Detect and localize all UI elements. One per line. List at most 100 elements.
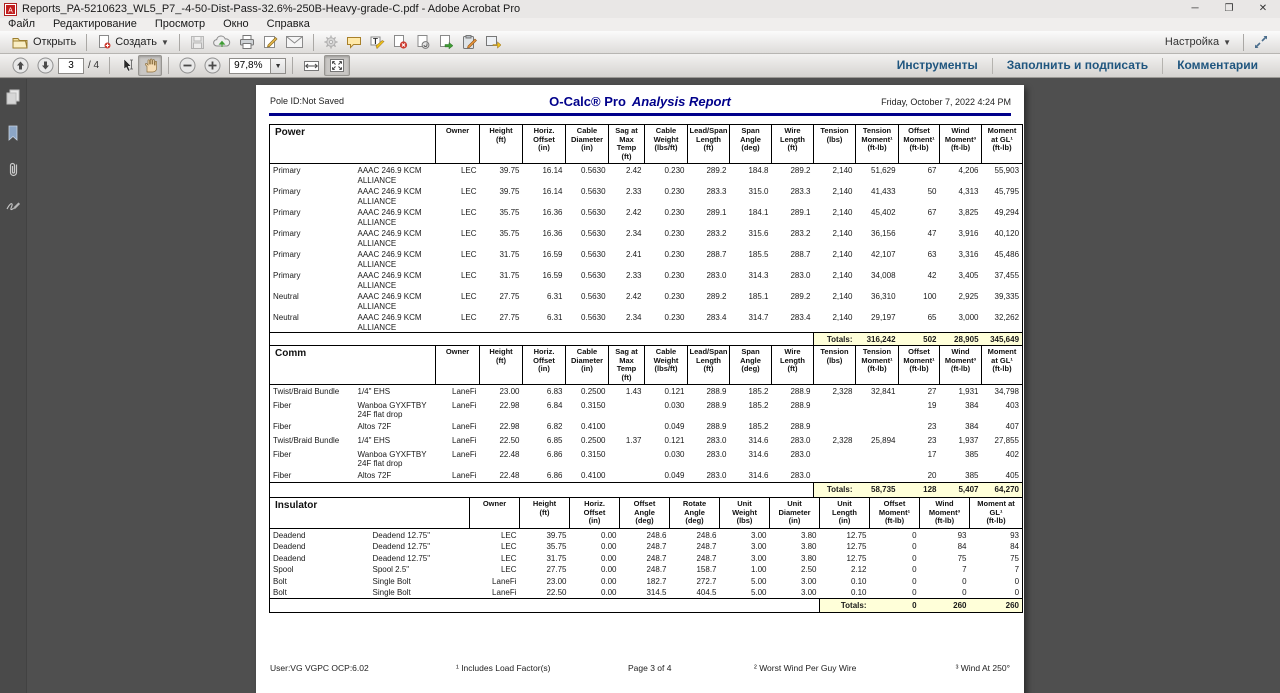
table-cell: 288.9 [790, 421, 811, 431]
table-cell: 6.83 [546, 387, 563, 396]
table-cell: 1.37 [625, 435, 642, 445]
print-icon [239, 35, 254, 49]
bookmarks-button[interactable] [3, 123, 23, 143]
table-cell [609, 469, 645, 483]
table-row: Neutral AAAC 246.9 KCM ALLIANCE LEC 27.75 6.… [270, 290, 1023, 311]
comment-button[interactable] [342, 34, 366, 51]
fullscreen-button[interactable] [1250, 33, 1272, 51]
table-row: Fiber Altos 72F LaneFi 22.48 6.86 0.4100 0.049… [270, 469, 1023, 483]
table-cell: 39.75 [499, 166, 520, 175]
table-cell: 283.0 [790, 271, 811, 280]
zoom-out-button[interactable] [175, 55, 200, 76]
page-thumbnails-icon [6, 89, 20, 104]
export-button[interactable] [435, 33, 458, 51]
page-thumbnails-button[interactable] [3, 87, 23, 107]
tab-tools[interactable]: Инструменты [896, 58, 978, 72]
main-toolbar: Открыть Создать ▼ T [0, 31, 1280, 54]
page-number-input[interactable] [58, 57, 84, 74]
share-button[interactable] [481, 33, 505, 51]
save-button[interactable] [186, 33, 209, 52]
attachments-panel-button[interactable] [3, 159, 23, 179]
window-title: Reports_PA-5210623_WL5_P7_-4-50-Dist-Pas… [22, 3, 521, 15]
table-cell: Bolt [273, 576, 287, 586]
table-cell: 3,316 [958, 250, 979, 259]
menu-view[interactable]: Просмотр [154, 18, 206, 30]
table-cell: 0.5630 [581, 271, 606, 280]
preferences-button[interactable] [320, 33, 342, 51]
signatures-panel-button[interactable] [3, 195, 23, 215]
create-button[interactable]: Создать ▼ [93, 33, 173, 51]
text-annotation-button[interactable]: T [366, 34, 389, 51]
delete-pages-button[interactable] [389, 33, 412, 51]
table-cell: 22.48 [499, 470, 520, 480]
sign-button[interactable] [259, 33, 282, 51]
tab-comments[interactable]: Комментарии [1177, 58, 1258, 72]
tab-fill-sign[interactable]: Заполнить и подписать [1006, 58, 1149, 72]
upload-cloud-button[interactable] [209, 33, 235, 51]
select-tool-button[interactable] [116, 56, 138, 75]
table-cell: 185.1 [748, 292, 769, 301]
table-cell: Fiber [273, 470, 292, 480]
table-cell: Primary [273, 229, 301, 238]
table-cell: Fiber [273, 421, 292, 431]
share-icon [485, 36, 501, 49]
table-cell: 384 [965, 400, 979, 410]
column-header: Horiz. Offset (in) [522, 345, 566, 385]
table-cell: 0 [912, 565, 917, 574]
table-row: Bolt Single Bolt LaneFi 22.50 0.00 314.5 404.5… [270, 586, 1023, 598]
column-header: Offset Moment¹ (ft-lb) [898, 124, 940, 164]
table-cell: 45,486 [994, 250, 1020, 259]
table-cell: Deadend [273, 542, 306, 551]
open-button[interactable]: Открыть [8, 34, 80, 51]
menu-window[interactable]: Окно [223, 18, 249, 30]
totals-value: 0 [869, 597, 920, 613]
open-label: Открыть [33, 36, 77, 48]
table-cell: 27.75 [499, 313, 520, 322]
attachments-button[interactable] [412, 33, 435, 51]
scrolling-mode-button[interactable] [299, 57, 324, 75]
separator [168, 57, 170, 74]
table-cell: 31.75 [499, 271, 520, 280]
table-row: Fiber Altos 72F LaneFi 22.98 6.82 0.4100 0.049… [270, 420, 1023, 434]
table-cell: 23 [927, 435, 937, 445]
table-cell: 3,405 [958, 271, 979, 280]
edit-document-button[interactable] [458, 33, 481, 51]
print-button[interactable] [235, 33, 259, 51]
zoom-dropdown-button[interactable]: ▼ [271, 57, 287, 74]
folder-open-icon [12, 37, 28, 48]
table-cell: 27 [927, 387, 937, 396]
table-cell: 0.00 [600, 530, 617, 540]
menu-file[interactable]: Файл [8, 18, 36, 30]
chevron-down-icon: ▼ [1223, 37, 1231, 47]
menu-edit[interactable]: Редактирование [53, 18, 137, 30]
table-cell: 16.59 [542, 250, 563, 259]
customize-button[interactable]: Настройка ▼ [1159, 36, 1237, 48]
close-button[interactable]: ✕ [1258, 3, 1268, 14]
zoom-level-input[interactable] [229, 57, 272, 74]
table-cell: 6.86 [546, 470, 563, 480]
fit-page-button[interactable] [324, 55, 351, 76]
menu-help[interactable]: Справка [266, 18, 310, 30]
maximize-button[interactable]: ❐ [1224, 3, 1234, 14]
separator [1162, 57, 1164, 74]
nav-toolbar: / 4 ▼ Инструменты Заполнить и подписать … [0, 54, 1280, 78]
previous-page-button[interactable] [8, 55, 33, 76]
table-cell: Spool 2.5" [372, 565, 410, 574]
table-cell: 16.14 [542, 166, 563, 175]
next-page-button[interactable] [33, 55, 58, 76]
table-cell: 314.5 [646, 588, 667, 597]
table-cell: 7 [962, 565, 967, 574]
zoom-in-button[interactable] [200, 55, 225, 76]
column-header: Tension (lbs) [813, 345, 856, 385]
table-cell [814, 420, 856, 434]
hand-tool-button[interactable] [138, 55, 163, 76]
email-button[interactable] [282, 34, 307, 50]
minimize-button[interactable]: ─ [1191, 3, 1199, 14]
table-cell: 0.3150 [581, 449, 606, 459]
table-cell: 288.7 [790, 250, 811, 259]
table-cell: 2.42 [625, 208, 642, 217]
column-header: Rotate Angle (deg) [669, 497, 720, 529]
table-cell: 0.00 [600, 588, 617, 597]
totals-value: 345,649 [981, 332, 1023, 347]
table-cell: 100 [923, 292, 937, 301]
